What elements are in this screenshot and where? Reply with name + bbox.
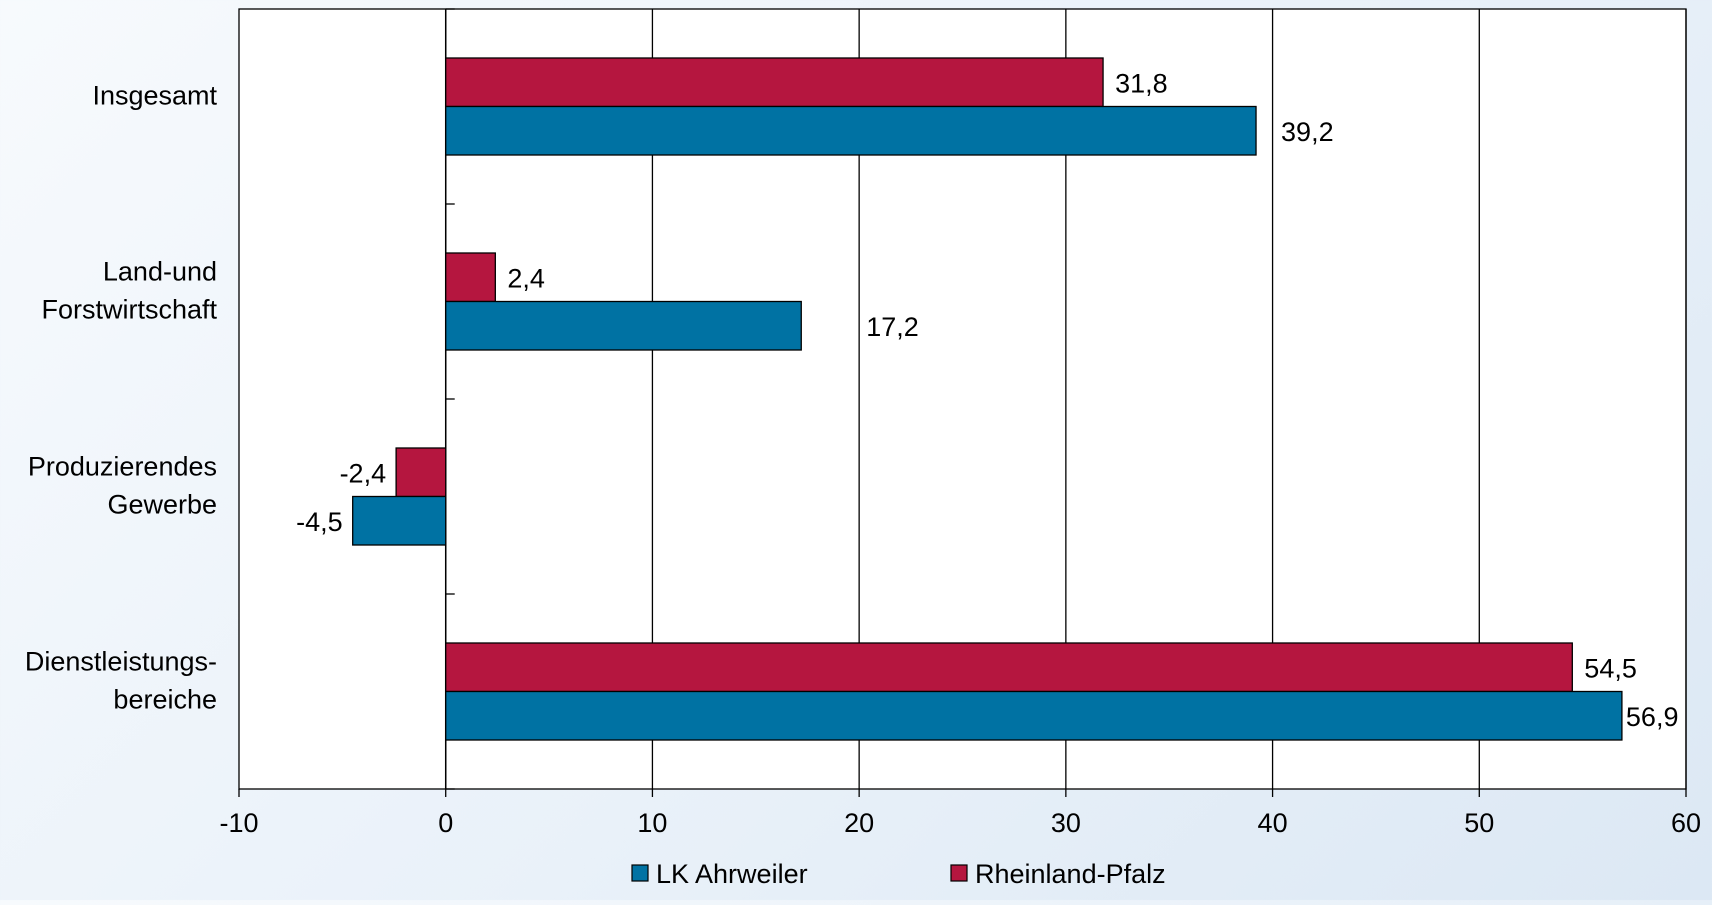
legend-swatch	[950, 864, 968, 882]
x-tick-label: 30	[1051, 808, 1081, 838]
category-label: Gewerbe	[107, 490, 217, 520]
category-label: Forstwirtschaft	[41, 295, 217, 325]
bar-rheinland-pfalz	[445, 252, 496, 303]
plot-border	[238, 8, 1687, 790]
bar-rheinland-pfalz	[395, 447, 447, 498]
data-label: 31,8	[1115, 68, 1168, 98]
x-tick-label: 20	[844, 808, 874, 838]
bar-lk-ahrweiler	[445, 690, 1623, 741]
category-label: Produzierendes	[28, 452, 217, 482]
bar-lk-ahrweiler	[352, 495, 447, 546]
data-label: 39,2	[1281, 117, 1334, 147]
data-label: -4,5	[296, 507, 343, 537]
data-label: -2,4	[340, 458, 387, 488]
bar-rheinland-pfalz	[445, 57, 1104, 108]
bar-rheinland-pfalz	[445, 642, 1573, 693]
category-label: bereiche	[113, 685, 217, 715]
data-label: 2,4	[507, 263, 545, 293]
category-label: Insgesamt	[92, 81, 217, 111]
legend-swatch	[631, 864, 649, 882]
legend-label: LK Ahrweiler	[656, 859, 808, 889]
category-label: Land-und	[103, 257, 217, 287]
x-tick-label: 50	[1464, 808, 1494, 838]
x-tick-label: 0	[438, 808, 453, 838]
data-label: 56,9	[1626, 702, 1679, 732]
bar-lk-ahrweiler	[445, 300, 802, 351]
x-tick-label: 60	[1671, 808, 1701, 838]
data-label: 17,2	[866, 312, 919, 342]
x-tick-label: -10	[219, 808, 258, 838]
category-label: Dienstleistungs-	[25, 647, 217, 677]
x-tick-label: 10	[637, 808, 667, 838]
x-tick-label: 40	[1258, 808, 1288, 838]
bar-lk-ahrweiler	[445, 105, 1257, 156]
legend-label: Rheinland-Pfalz	[975, 859, 1166, 889]
data-label: 54,5	[1584, 653, 1637, 683]
